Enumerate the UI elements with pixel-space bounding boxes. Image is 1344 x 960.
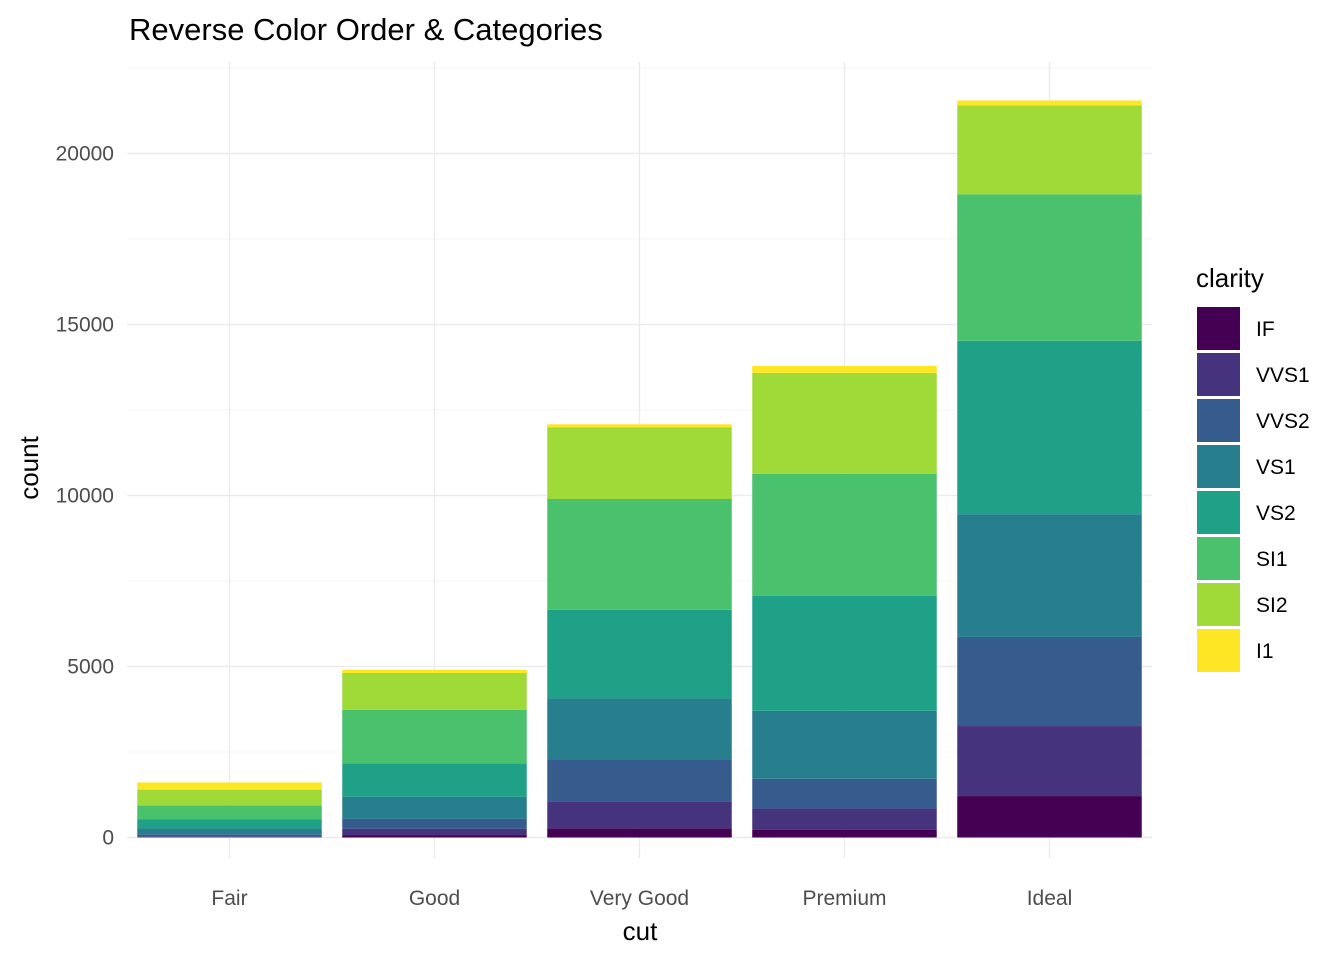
bar-segment-si1 xyxy=(957,194,1142,341)
bar-segment-si2 xyxy=(752,372,937,474)
bar-segment-vs2 xyxy=(342,763,527,797)
bar-segment-vs2 xyxy=(547,609,732,699)
legend-swatch xyxy=(1197,491,1240,534)
legend-item-if: IF xyxy=(1197,307,1275,350)
bar-segment-vvs1 xyxy=(752,808,937,830)
legend-swatch xyxy=(1197,629,1240,672)
legend-label: VVS2 xyxy=(1256,410,1310,433)
bar-segment-si1 xyxy=(137,805,322,820)
y-axis-title: count xyxy=(14,435,44,499)
legend-swatch xyxy=(1197,537,1240,580)
legend-item-i1: I1 xyxy=(1197,629,1274,672)
bar-segment-vvs2 xyxy=(137,834,322,837)
bar-segment-si2 xyxy=(547,427,732,499)
legend-label: VS2 xyxy=(1256,502,1296,525)
legend-items: IF VVS1 VVS2 VS1 VS2 SI1 SI2 I1 xyxy=(1197,307,1310,672)
bar-segment-si2 xyxy=(342,672,527,710)
legend-item-si1: SI1 xyxy=(1197,537,1288,580)
legend-item-vs2: VS2 xyxy=(1197,491,1296,534)
legend-label: VS1 xyxy=(1256,456,1296,479)
bar-segment-vvs2 xyxy=(342,818,527,829)
bar-stack-premium xyxy=(752,365,937,838)
y-tick-label: 20000 xyxy=(56,143,114,166)
legend-label: SI1 xyxy=(1256,548,1288,571)
bar-segment-if xyxy=(342,835,527,838)
bar-segment-if xyxy=(752,829,937,838)
bar-segment-vs1 xyxy=(957,514,1142,637)
bar-segment-i1 xyxy=(342,669,527,673)
x-axis-ticks: Fair Good Very Good Premium Ideal xyxy=(211,887,1072,910)
x-tick-label: Very Good xyxy=(590,887,689,910)
bar-segment-vs2 xyxy=(752,595,937,711)
legend-label: I1 xyxy=(1256,640,1274,663)
bar-stack-very-good xyxy=(547,424,732,838)
legend-label: IF xyxy=(1256,318,1275,341)
bar-stack-fair xyxy=(137,782,322,838)
bar-segment-vs1 xyxy=(752,710,937,779)
bar-stack-good xyxy=(342,669,527,838)
y-tick-label: 5000 xyxy=(67,656,114,679)
legend-swatch xyxy=(1197,399,1240,442)
legend: clarity IF VVS1 VVS2 VS1 VS2 SI1 SI2 I1 xyxy=(1196,263,1310,672)
bar-segment-vs1 xyxy=(547,698,732,760)
bar-segment-i1 xyxy=(547,424,732,428)
bar-segment-if xyxy=(547,828,732,838)
bar-segment-i1 xyxy=(957,100,1142,106)
bars-layer xyxy=(137,100,1142,838)
bar-segment-vvs2 xyxy=(752,778,937,809)
y-tick-label: 15000 xyxy=(56,314,114,337)
x-axis-title: cut xyxy=(623,916,658,946)
legend-swatch xyxy=(1197,445,1240,488)
y-axis-ticks: 0 5000 10000 15000 20000 xyxy=(56,143,114,850)
legend-swatch xyxy=(1197,307,1240,350)
bar-segment-si2 xyxy=(137,789,322,806)
bar-segment-i1 xyxy=(137,782,322,790)
legend-title: clarity xyxy=(1196,263,1264,293)
bar-segment-vs2 xyxy=(137,819,322,829)
legend-item-si2: SI2 xyxy=(1197,583,1288,626)
bar-stack-ideal xyxy=(957,100,1142,838)
bar-segment-vvs1 xyxy=(137,836,322,838)
bar-segment-si1 xyxy=(752,473,937,596)
legend-swatch xyxy=(1197,353,1240,396)
bar-segment-si1 xyxy=(342,709,527,764)
bar-segment-vs2 xyxy=(957,340,1142,515)
x-tick-label: Fair xyxy=(211,887,247,910)
x-tick-label: Good xyxy=(409,887,460,910)
legend-item-vvs2: VVS2 xyxy=(1197,399,1310,442)
legend-item-vvs1: VVS1 xyxy=(1197,353,1310,396)
bar-segment-vvs2 xyxy=(547,759,732,802)
bar-segment-vvs1 xyxy=(342,828,527,836)
bar-segment-vvs1 xyxy=(957,726,1142,797)
bar-segment-vs1 xyxy=(342,796,527,819)
bar-segment-si2 xyxy=(957,105,1142,195)
y-tick-label: 0 xyxy=(102,827,114,850)
bar-segment-vvs2 xyxy=(957,636,1142,727)
y-tick-label: 10000 xyxy=(56,485,114,508)
bar-segment-i1 xyxy=(752,365,937,373)
x-tick-label: Ideal xyxy=(1027,887,1073,910)
chart-title: Reverse Color Order & Categories xyxy=(129,12,603,47)
bar-segment-vvs1 xyxy=(547,801,732,829)
x-tick-label: Premium xyxy=(802,887,886,910)
bar-segment-si1 xyxy=(547,498,732,610)
legend-item-vs1: VS1 xyxy=(1197,445,1296,488)
legend-swatch xyxy=(1197,583,1240,626)
legend-label: VVS1 xyxy=(1256,364,1310,387)
legend-label: SI2 xyxy=(1256,594,1288,617)
bar-segment-vs1 xyxy=(137,828,322,835)
bar-segment-if xyxy=(957,796,1142,838)
